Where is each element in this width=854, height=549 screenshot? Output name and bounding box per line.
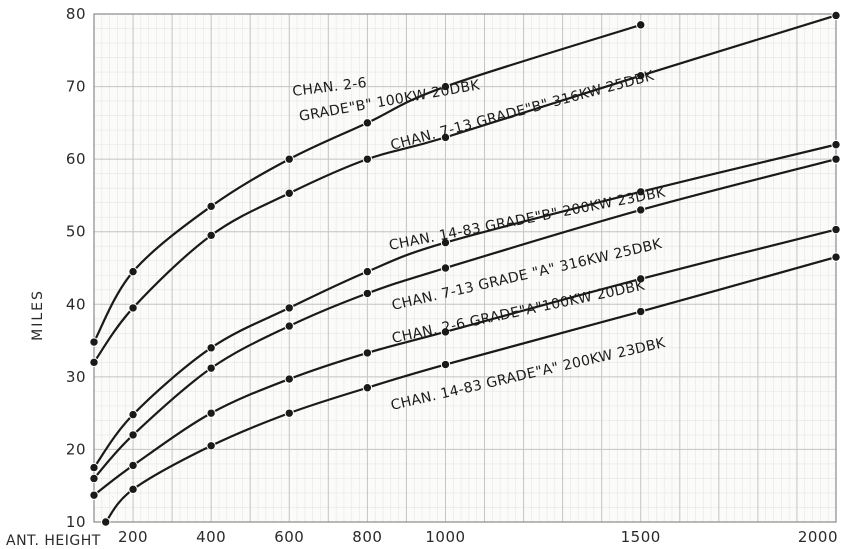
x-axis-label: ANT. HEIGHT [6,533,101,549]
data-point [362,383,373,393]
y-tick-label: 30 [66,368,86,386]
data-point [636,306,646,317]
x-tick-label: 400 [196,528,226,546]
series-3 [89,154,841,484]
y-tick-label: 40 [66,295,86,313]
data-point [831,224,841,235]
data-point [440,81,451,92]
data-point [440,359,451,370]
data-point [362,266,373,277]
y-tick-label: 10 [66,513,86,531]
data-point [89,462,99,473]
data-point [128,303,138,313]
data-point [128,460,138,471]
data-point [284,374,294,384]
data-point [284,154,294,164]
data-point [128,409,138,420]
data-point [206,230,216,241]
data-point [362,154,373,164]
y-tick-label: 50 [66,223,86,241]
x-tick-label: 800 [352,528,382,546]
data-point [636,70,646,81]
y-axis-ticks: 10 20 30 40 50 60 70 80 [66,5,86,531]
data-point [89,490,99,500]
data-point [206,343,216,353]
data-point [636,205,646,215]
x-tick-label: 200 [118,528,148,546]
data-point [831,252,841,262]
data-point [284,188,294,198]
series-1 [89,10,841,368]
series-5 [101,252,841,527]
plot-frame [93,13,837,523]
data-point [89,337,99,347]
data-point [284,408,294,418]
series-0 [89,20,646,347]
data-point [362,118,373,128]
series-2 [89,139,841,473]
data-point [284,303,294,313]
plot-background [94,14,836,522]
data-point [636,274,646,284]
y-axis-label: MILES [30,289,46,341]
series-4 [89,224,841,500]
data-point [284,321,294,331]
data-point [89,473,99,484]
minor-grid [94,14,836,522]
series-layer [89,10,841,527]
data-point [206,408,216,418]
x-tick-label: 1500 [621,528,661,546]
data-point [440,132,451,143]
data-point [831,139,841,150]
x-tick-label: 2000 [798,528,838,546]
y-tick-label: 70 [66,78,86,96]
y-tick-label: 60 [66,150,86,168]
data-point [362,288,373,299]
data-point [362,348,373,358]
data-point [101,517,111,527]
data-point [636,20,646,30]
data-point [128,430,138,440]
y-tick-label: 80 [66,5,86,23]
y-tick-label: 20 [66,440,86,458]
data-point [128,484,138,495]
data-point [206,201,216,212]
data-point [440,327,451,337]
data-point [440,237,451,248]
data-point [206,441,216,451]
data-point [440,263,451,273]
data-point [89,357,99,368]
data-point [636,187,646,197]
data-point [206,363,216,373]
data-point [831,10,841,21]
x-tick-label: 600 [274,528,304,546]
x-tick-label: 1000 [425,528,465,546]
data-point [831,154,841,164]
data-point [128,266,138,277]
x-axis-ticks: 200 400 600 800 1000 1500 2000 [118,528,838,546]
